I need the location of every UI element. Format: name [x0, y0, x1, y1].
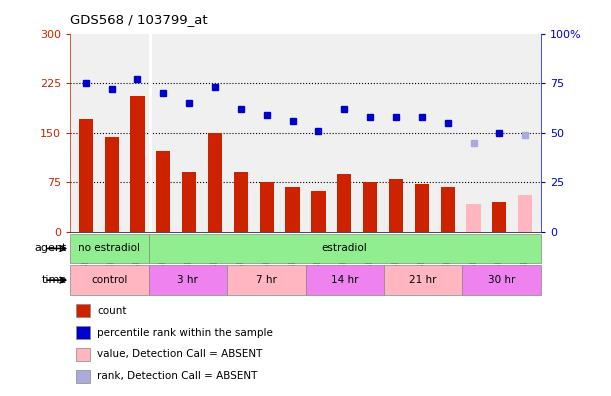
Text: control: control [91, 275, 128, 285]
Text: 7 hr: 7 hr [256, 275, 277, 285]
Text: 3 hr: 3 hr [177, 275, 199, 285]
Text: estradiol: estradiol [322, 244, 368, 253]
Text: time: time [42, 275, 67, 285]
Text: no estradiol: no estradiol [78, 244, 141, 253]
Bar [492, 202, 507, 232]
Bar [260, 182, 274, 232]
Text: rank, Detection Call = ABSENT: rank, Detection Call = ABSENT [97, 371, 257, 381]
Text: value, Detection Call = ABSENT: value, Detection Call = ABSENT [97, 349, 263, 360]
Bar [70, 234, 148, 263]
Text: 30 hr: 30 hr [488, 275, 515, 285]
Bar [234, 172, 248, 232]
Text: GDS568 / 103799_at: GDS568 / 103799_at [70, 13, 208, 26]
Bar [463, 265, 541, 295]
Bar [156, 151, 170, 232]
Bar [104, 137, 119, 232]
Bar [130, 96, 145, 232]
Text: percentile rank within the sample: percentile rank within the sample [97, 327, 273, 338]
Bar [148, 234, 541, 263]
Bar [148, 265, 227, 295]
Bar [227, 265, 306, 295]
Bar [441, 187, 455, 232]
Bar [384, 265, 463, 295]
Text: count: count [97, 306, 126, 316]
Bar [518, 195, 532, 232]
Bar [466, 204, 481, 232]
Bar [208, 133, 222, 232]
Bar [415, 184, 429, 232]
Text: agent: agent [35, 244, 67, 253]
Text: 21 hr: 21 hr [409, 275, 437, 285]
Bar [79, 120, 93, 232]
Bar [70, 265, 148, 295]
Bar [312, 191, 326, 232]
Text: 14 hr: 14 hr [331, 275, 359, 285]
Bar [306, 265, 384, 295]
Bar [363, 182, 377, 232]
Bar [285, 187, 299, 232]
Bar [182, 172, 196, 232]
Bar [337, 173, 351, 232]
Bar [389, 179, 403, 232]
